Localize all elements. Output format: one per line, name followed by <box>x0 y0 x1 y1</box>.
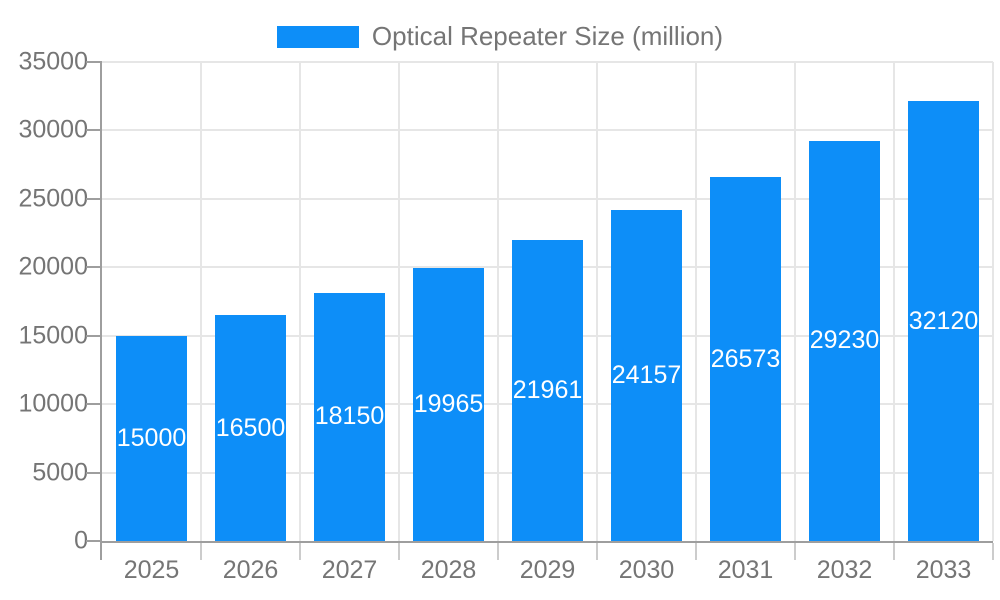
gridline-vertical <box>298 62 301 541</box>
bar-value-label: 15000 <box>116 423 187 452</box>
x-axis-label-2025: 2025 <box>123 556 180 584</box>
bar-2030[interactable]: 24157 <box>611 210 682 541</box>
gridline-vertical <box>892 62 895 541</box>
chart-legend: Optical Repeater Size (million) <box>0 21 1000 52</box>
y-axis-tick-label: 0 <box>74 526 88 555</box>
gridline-vertical <box>596 62 598 541</box>
y-axis-tick-label: 10000 <box>18 389 88 418</box>
gridline-vertical <box>794 62 796 541</box>
y-axis-tick-label: 20000 <box>18 252 88 281</box>
x-axis-label-2033: 2033 <box>915 556 972 584</box>
y-axis-tick-mark <box>86 129 102 132</box>
x-axis-tick-mark <box>596 543 598 560</box>
bar-value-label: 29230 <box>809 326 880 355</box>
y-axis-tick-label: 15000 <box>18 321 88 350</box>
bar-slot: 26573 <box>696 62 795 541</box>
bar-2028[interactable]: 19965 <box>413 267 484 541</box>
bar-value-label: 21961 <box>512 376 583 405</box>
bar-2029[interactable]: 21961 <box>512 240 583 541</box>
bar-slot: 32120 <box>894 62 993 541</box>
x-axis-tick-mark <box>298 543 301 560</box>
y-axis-tick-mark <box>86 266 102 269</box>
y-axis-tick-mark <box>86 61 102 63</box>
y-axis-tick-mark <box>86 403 102 406</box>
bar-value-label: 32120 <box>908 306 979 335</box>
x-axis-tick-mark <box>199 543 202 560</box>
gridline-horizontal <box>102 197 993 200</box>
x-axis-tick-mark <box>794 543 796 560</box>
bar-slot: 16500 <box>201 62 300 541</box>
bar-slot: 18150 <box>300 62 399 541</box>
bar-slot: 19965 <box>399 62 498 541</box>
gridline-vertical <box>992 62 994 541</box>
bar-slot: 15000 <box>102 62 201 541</box>
y-axis-tick-mark <box>86 197 102 200</box>
bar-2031[interactable]: 26573 <box>710 177 781 541</box>
y-axis-labels: 0 5000 10000 15000 20000 25000 30000 35000 <box>0 49 88 553</box>
x-axis-label-2028: 2028 <box>420 556 477 584</box>
y-axis-tick-mark <box>86 334 102 337</box>
y-axis-tick-label: 25000 <box>18 184 88 213</box>
y-axis-tick-mark <box>86 471 102 474</box>
bar-slot: 24157 <box>597 62 696 541</box>
bar-value-label: 16500 <box>215 413 286 442</box>
x-axis-tick-mark <box>694 543 697 560</box>
gridline-horizontal <box>102 61 993 63</box>
bar-2032[interactable]: 29230 <box>809 140 880 541</box>
bar-value-label: 19965 <box>413 389 484 418</box>
x-axis-labels: 2025 2026 2027 2028 2029 2030 2031 2032 2033 <box>102 556 993 585</box>
y-axis-tick-label: 30000 <box>18 115 88 144</box>
gridline-vertical <box>694 62 697 541</box>
bar-2025[interactable]: 15000 <box>116 335 187 541</box>
plot-area: 15000 16500 18150 19965 21961 24157 26573 29230… <box>86 61 994 560</box>
y-axis-tick-label: 35000 <box>18 47 88 76</box>
x-axis-label-2029: 2029 <box>519 556 576 584</box>
gridline-horizontal <box>102 129 993 132</box>
x-axis-label-2031: 2031 <box>717 556 774 584</box>
bar-value-label: 26573 <box>710 344 781 373</box>
bars-layer: 15000 16500 18150 19965 21961 24157 26573 29230… <box>102 62 993 541</box>
gridline-vertical <box>397 62 400 541</box>
x-axis-label-2030: 2030 <box>618 556 675 584</box>
bar-value-label: 18150 <box>314 402 385 431</box>
legend-label: Optical Repeater Size (million) <box>371 21 724 51</box>
x-axis-label-2032: 2032 <box>816 556 873 584</box>
x-axis-tick-mark <box>100 543 102 560</box>
x-axis-tick-mark <box>892 543 895 560</box>
bar-2033[interactable]: 32120 <box>908 101 979 541</box>
x-axis-label-2026: 2026 <box>222 556 279 584</box>
gridline-vertical <box>199 62 202 541</box>
legend-swatch-icon <box>276 25 359 48</box>
y-axis-tick-mark <box>86 540 102 542</box>
bar-2027[interactable]: 18150 <box>314 292 385 541</box>
bar-slot: 29230 <box>795 62 894 541</box>
bar-value-label: 24157 <box>611 361 682 390</box>
x-axis-tick-mark <box>397 543 400 560</box>
gridline-vertical <box>496 62 499 541</box>
x-axis-tick-mark <box>992 543 994 560</box>
y-axis-tick-label: 5000 <box>32 458 88 487</box>
bar-slot: 21961 <box>498 62 597 541</box>
x-axis-label-2027: 2027 <box>321 556 378 584</box>
bar-2026[interactable]: 16500 <box>215 315 286 541</box>
x-axis-tick-mark <box>496 543 499 560</box>
